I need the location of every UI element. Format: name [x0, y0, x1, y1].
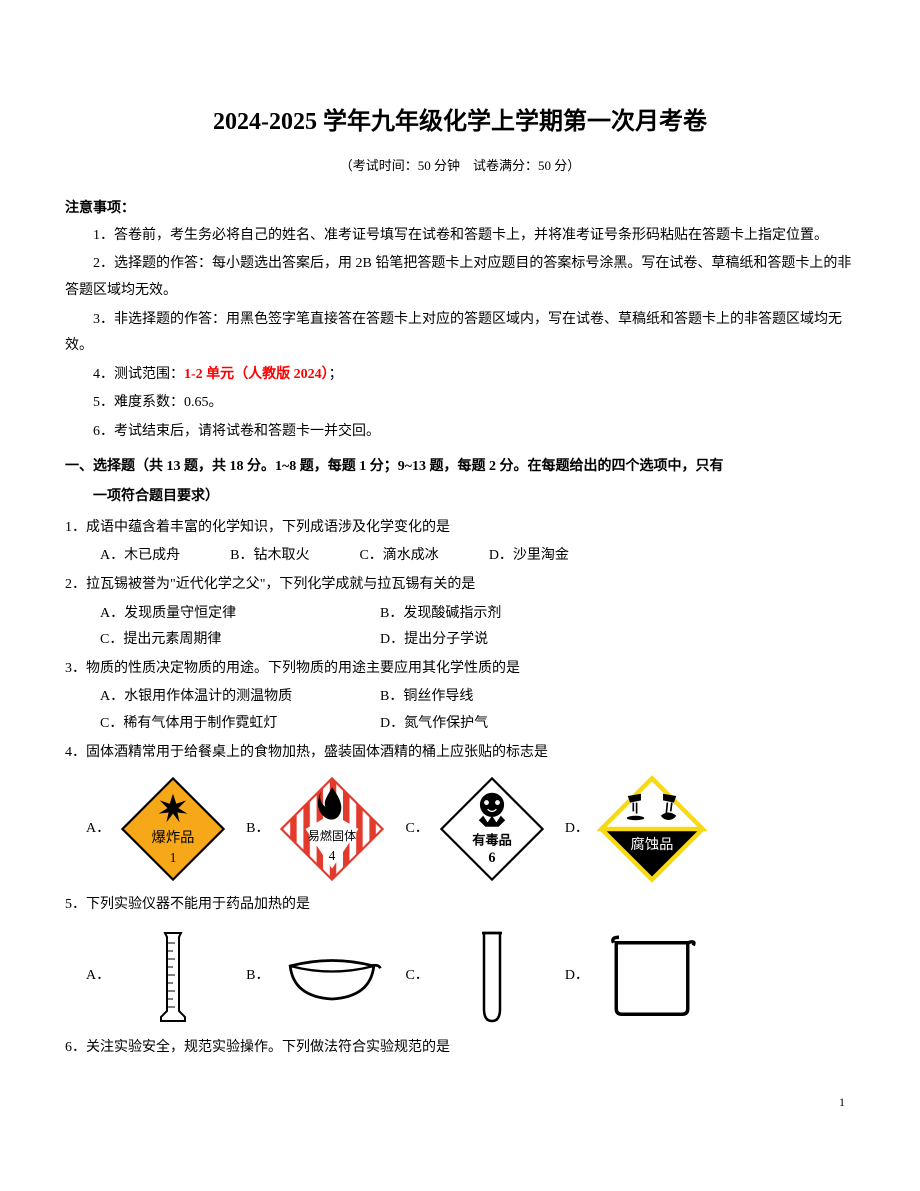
notice-scope: 4．测试范围：1-2 单元（人教版 2024）；: [65, 362, 855, 389]
option-b: B．发现酸碱指示剂: [380, 601, 855, 628]
notice-item: 2．选择题的作答：每小题选出答案后，用 2B 铅笔把答题卡上对应题目的答案标号涂…: [65, 251, 855, 304]
question-5-stem: 5．下列实验仪器不能用于药品加热的是: [65, 892, 855, 919]
option-a: A．水银用作体温计的测温物质: [100, 684, 380, 711]
svg-text:腐蚀品: 腐蚀品: [630, 835, 673, 853]
option-d: D．氮气作保护气: [380, 711, 855, 738]
question-1-stem: 1．成语中蕴含着丰富的化学知识，下列成语涉及化学变化的是: [65, 515, 855, 542]
notice-heading: 注意事项：: [65, 196, 855, 223]
svg-text:1: 1: [170, 850, 177, 865]
option-c: C．稀有气体用于制作霓虹灯: [100, 711, 380, 738]
option-b: B． 易燃固体 4: [246, 774, 387, 884]
test-tube-icon: [437, 927, 547, 1027]
hazard-toxic-icon: 有毒品 6: [437, 774, 547, 884]
option-a: A．发现质量守恒定律: [100, 601, 380, 628]
evaporating-dish-icon: [277, 927, 387, 1027]
svg-text:6: 6: [488, 850, 495, 866]
option-c: C． 有毒品 6: [405, 774, 546, 884]
option-letter: A．: [86, 963, 110, 990]
page-number: 1: [65, 1091, 855, 1114]
hazard-explosive-icon: 爆炸品 1: [118, 774, 228, 884]
option-d: D． 腐蚀品: [565, 774, 707, 884]
option-letter: D．: [565, 816, 589, 843]
notice-item: 6．考试结束后，请将试卷和答题卡一并交回。: [65, 419, 855, 446]
option-a: A．木已成舟: [100, 543, 180, 570]
notice-item: 1．答卷前，考生务必将自己的姓名、准考证号填写在试卷和答题卡上，并将准考证号条形…: [65, 223, 855, 250]
question-3-options: A．水银用作体温计的测温物质 B．铜丝作导线 C．稀有气体用于制作霓虹灯 D．氮…: [65, 684, 855, 737]
question-4-options: A． 爆炸品 1 B．: [65, 774, 855, 884]
question-1-options: A．木已成舟 B．钻木取火 C．滴水成冰 D．沙里淘金: [65, 543, 855, 570]
svg-text:易燃固体: 易燃固体: [308, 828, 356, 843]
notice-item: 3．非选择题的作答：用黑色签字笔直接答在答题卡上对应的答题区域内，写在试卷、草稿…: [65, 307, 855, 360]
svg-text:有毒品: 有毒品: [472, 832, 512, 848]
option-d: D．提出分子学说: [380, 627, 855, 654]
svg-text:4: 4: [329, 848, 336, 863]
question-5-options: A． B． C．: [65, 927, 855, 1027]
option-a: A．: [86, 927, 228, 1027]
page-title: 2024-2025 学年九年级化学上学期第一次月考卷: [65, 100, 855, 146]
option-d: D．: [565, 927, 707, 1027]
option-b: B．钻木取火: [230, 543, 309, 570]
option-c: C．: [405, 927, 546, 1027]
notice-item: 5．难度系数：0.65。: [65, 390, 855, 417]
option-letter: D．: [565, 963, 589, 990]
option-letter: B．: [246, 963, 269, 990]
scope-suffix: ；: [329, 367, 343, 382]
hazard-corrosive-icon: 腐蚀品: [597, 774, 707, 884]
graduated-cylinder-icon: [118, 927, 228, 1027]
option-letter: C．: [405, 816, 428, 843]
question-2-options: A．发现质量守恒定律 B．发现酸碱指示剂 C．提出元素周期律 D．提出分子学说: [65, 601, 855, 654]
scope-highlight: 1-2 单元（人教版 2024）: [184, 367, 329, 382]
option-d: D．沙里淘金: [489, 543, 569, 570]
exam-subtitle: （考试时间：50 分钟 试卷满分：50 分）: [65, 154, 855, 179]
svg-text:爆炸品: 爆炸品: [152, 829, 195, 846]
scope-prefix: 4．测试范围：: [93, 367, 184, 382]
option-letter: A．: [86, 816, 110, 843]
question-2-stem: 2．拉瓦锡被誉为"近代化学之父"，下列化学成就与拉瓦锡有关的是: [65, 572, 855, 599]
option-letter: B．: [246, 816, 269, 843]
hazard-flammable-solid-icon: 易燃固体 4: [277, 774, 387, 884]
option-letter: C．: [405, 963, 428, 990]
section-heading: 一、选择题（共 13 题，共 18 分。1~8 题，每题 1 分；9~13 题，…: [65, 454, 855, 481]
section-heading: 一项符合题目要求）: [65, 484, 855, 511]
option-b: B．铜丝作导线: [380, 684, 855, 711]
option-b: B．: [246, 927, 387, 1027]
question-6-stem: 6．关注实验安全，规范实验操作。下列做法符合实验规范的是: [65, 1035, 855, 1062]
option-a: A． 爆炸品 1: [86, 774, 228, 884]
question-3-stem: 3．物质的性质决定物质的用途。下列物质的用途主要应用其化学性质的是: [65, 656, 855, 683]
option-c: C．提出元素周期律: [100, 627, 380, 654]
question-4-stem: 4．固体酒精常用于给餐桌上的食物加热，盛装固体酒精的桶上应张贴的标志是: [65, 740, 855, 767]
beaker-icon: [597, 927, 707, 1027]
option-c: C．滴水成冰: [359, 543, 438, 570]
